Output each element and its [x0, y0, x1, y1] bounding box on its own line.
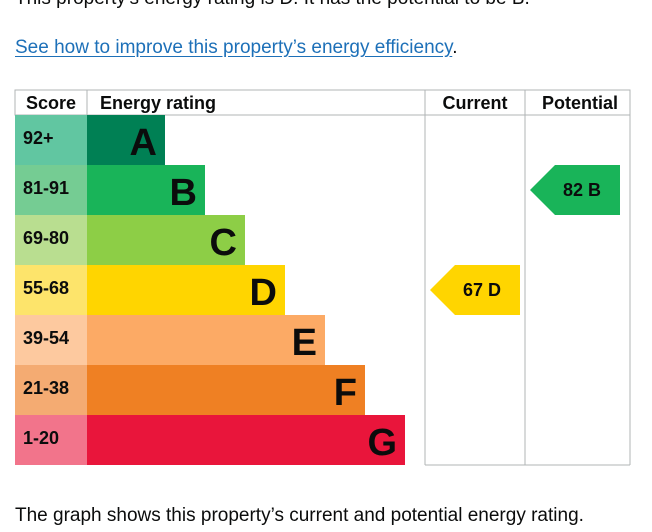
rating-letter-e: E — [292, 322, 317, 364]
score-cell-c — [15, 215, 87, 265]
improve-line: See how to improve this property’s energ… — [15, 37, 458, 59]
header-energy-rating: Energy rating — [100, 93, 216, 113]
rating-bar-c — [87, 215, 245, 265]
rating-bar-a — [87, 115, 165, 165]
score-range-c: 69-80 — [23, 228, 69, 248]
score-cell-d — [15, 265, 87, 315]
score-range-e: 39-54 — [23, 328, 69, 348]
rating-bar-e — [87, 315, 325, 365]
score-cell-a — [15, 115, 87, 165]
rating-bar-b — [87, 165, 205, 215]
rating-letter-d: D — [250, 272, 277, 314]
current-rating-marker-label: 67 D — [463, 280, 501, 300]
rating-letter-f: F — [334, 372, 357, 414]
header-score: Score — [26, 93, 76, 113]
score-cell-g — [15, 415, 87, 465]
bands-layer: 92+ A 81-91 B 69-80 C 55-68 D 39-54 E 21-38 F 1-20 G — [15, 115, 405, 465]
score-range-g: 1-20 — [23, 428, 59, 448]
rating-bar-g — [87, 415, 405, 465]
rating-bar-d — [87, 265, 285, 315]
intro-text-partial: This property's energy rating is D. It h… — [15, 0, 530, 10]
score-cell-f — [15, 365, 87, 415]
score-range-d: 55-68 — [23, 278, 69, 298]
improve-link-suffix: . — [452, 37, 458, 58]
score-range-f: 21-38 — [23, 378, 69, 398]
rating-letter-a: A — [130, 122, 157, 164]
score-range-a: 92+ — [23, 128, 54, 148]
score-cell-e — [15, 315, 87, 365]
rating-bar-f — [87, 365, 365, 415]
potential-rating-marker-arrow — [530, 165, 620, 215]
potential-rating-marker-label: 82 B — [563, 180, 601, 200]
header-current: Current — [442, 93, 507, 113]
rating-letter-c: C — [210, 222, 237, 264]
score-cell-b — [15, 165, 87, 215]
current-rating-marker-arrow — [430, 265, 520, 315]
rating-letter-b: B — [170, 172, 197, 214]
header-potential: Potential — [542, 93, 618, 113]
rating-letter-g: G — [367, 422, 397, 464]
improve-efficiency-link[interactable]: See how to improve this property’s energ… — [15, 37, 453, 58]
graph-description: The graph shows this property’s current … — [15, 505, 584, 526]
score-range-b: 81-91 — [23, 178, 69, 198]
header-row — [14, 89, 631, 116]
markers-layer: 67 D 82 B — [430, 165, 620, 315]
